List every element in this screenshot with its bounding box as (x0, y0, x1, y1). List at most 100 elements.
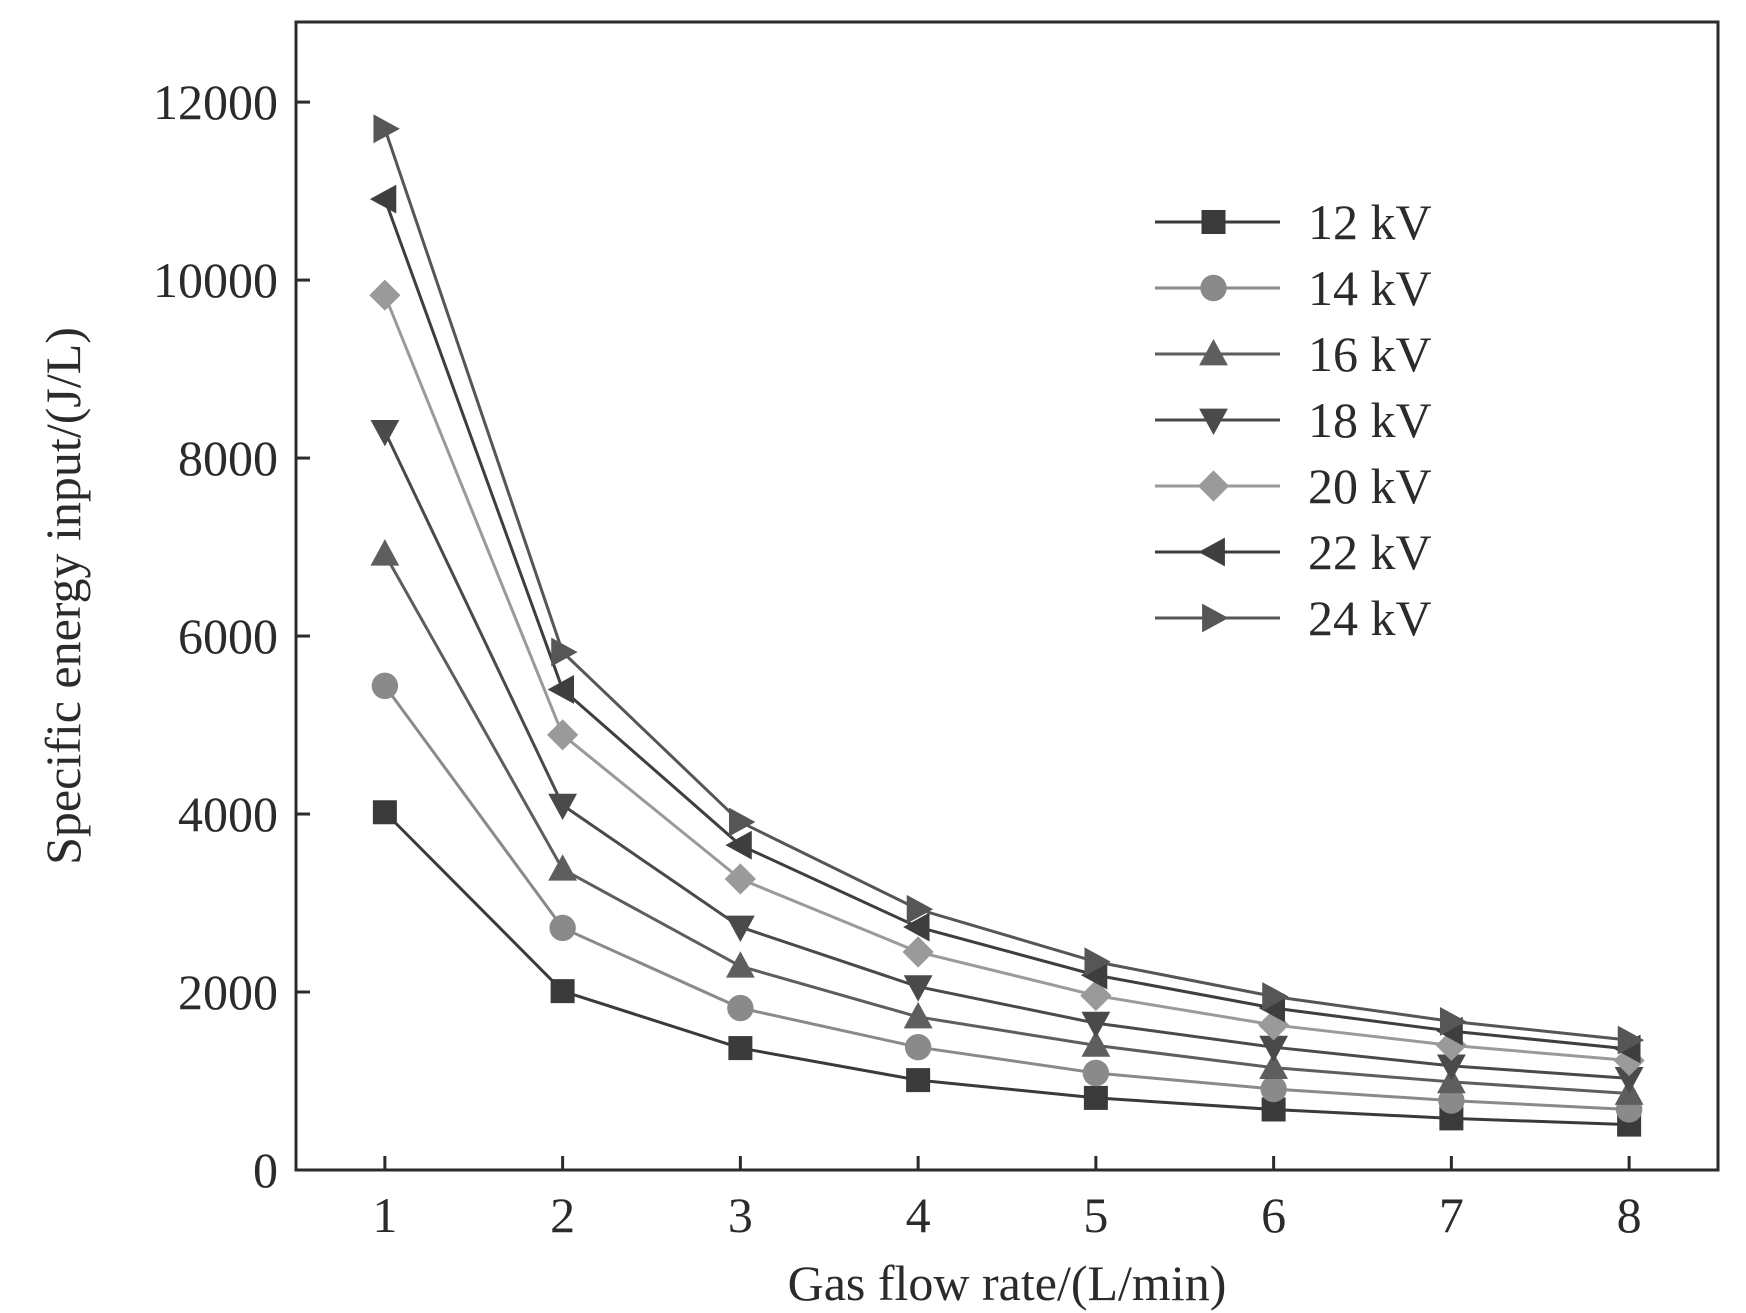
data-point (904, 1033, 932, 1061)
series-line (383, 198, 1630, 1051)
legend-marker (1201, 210, 1226, 234)
legend: 12 kV 14 kV 16 kV 18 kV 20 kV 22 kV 24 kV (1155, 194, 1432, 646)
series-line (383, 684, 1630, 1111)
data-point (903, 975, 933, 1002)
legend-item: 24 kV (1155, 590, 1432, 646)
legend-marker (1202, 603, 1229, 633)
series-line (383, 811, 1630, 1127)
data-point (372, 800, 397, 825)
data-point (1080, 960, 1108, 990)
series-24-kv (373, 114, 1645, 1055)
y-tick-label: 6000 (178, 608, 278, 664)
data-point (1258, 1009, 1290, 1041)
data-point (724, 863, 756, 895)
legend-label: 20 kV (1308, 458, 1432, 514)
x-tick-label: 2 (550, 1187, 575, 1243)
data-point (1438, 1087, 1465, 1114)
data-point (550, 979, 575, 1004)
data-point (728, 1036, 753, 1061)
data-point (549, 914, 576, 942)
x-tick-label: 7 (1439, 1187, 1464, 1243)
y-tick-label: 8000 (178, 430, 278, 486)
y-axis-label: Specific energy input/(J/L) (35, 327, 91, 865)
data-point (1614, 1066, 1644, 1094)
data-point (1435, 1029, 1467, 1062)
data-point (725, 915, 755, 943)
legend-label: 22 kV (1308, 524, 1432, 580)
legend-marker (1200, 274, 1227, 302)
series-layer (369, 114, 1645, 1137)
data-point (906, 894, 934, 924)
legend-label: 14 kV (1308, 260, 1432, 316)
data-point (725, 951, 755, 978)
data-point (369, 279, 401, 311)
axis-tick-labels: 1 2 3 4 5 6 7 8 0 2000 4000 6000 8000 10000 12000 (153, 74, 1642, 1243)
data-point (373, 114, 400, 144)
data-point (727, 994, 754, 1022)
data-point (1260, 1075, 1287, 1103)
legend-label: 12 kV (1308, 194, 1432, 250)
data-point (1081, 1011, 1111, 1039)
data-point (1081, 1030, 1111, 1057)
y-tick-label: 4000 (178, 786, 278, 842)
data-point (903, 912, 930, 942)
data-point (1084, 947, 1111, 977)
data-point (1617, 1025, 1645, 1055)
x-tick-label: 6 (1261, 1187, 1286, 1243)
x-tick-label: 1 (372, 1187, 397, 1243)
axis-ticks (296, 100, 1631, 1172)
x-tick-label: 4 (906, 1187, 931, 1243)
series-18-kv (370, 419, 1644, 1094)
data-point (1259, 1052, 1289, 1080)
series-line (383, 553, 1630, 1095)
y-tick-label: 2000 (178, 964, 278, 1020)
data-point (370, 419, 400, 447)
data-point (547, 719, 579, 751)
legend-item: 14 kV (1155, 260, 1432, 316)
legend-item: 12 kV (1155, 194, 1432, 250)
x-tick-label: 3 (728, 1187, 753, 1243)
data-point (370, 539, 400, 566)
legend-item: 18 kV (1155, 392, 1432, 448)
y-tick-label: 0 (253, 1142, 278, 1198)
data-point (1080, 979, 1112, 1012)
data-point (902, 936, 934, 968)
x-tick-label: 8 (1617, 1187, 1642, 1243)
legend-item: 16 kV (1155, 326, 1432, 382)
data-point (725, 830, 752, 860)
data-point (548, 793, 578, 821)
plot-frame (294, 20, 1720, 1172)
x-axis-label: Gas flow rate/(L/min) (788, 1255, 1227, 1311)
series-20-kv (369, 279, 1645, 1077)
legend-marker (1198, 537, 1225, 567)
data-point (1439, 1006, 1467, 1036)
legend-label: 24 kV (1308, 590, 1432, 646)
legend-marker (1197, 470, 1230, 502)
data-point (906, 1068, 931, 1093)
data-point (547, 675, 575, 704)
data-point (1082, 1059, 1110, 1087)
legend-marker (1199, 339, 1228, 366)
legend-item: 20 kV (1155, 458, 1432, 514)
data-point (1436, 1054, 1466, 1081)
data-point (551, 637, 578, 667)
data-point (1613, 1044, 1645, 1077)
legend-item: 22 kV (1155, 524, 1432, 580)
data-point (369, 184, 397, 214)
data-point (903, 1001, 933, 1029)
legend-marker (1199, 408, 1228, 435)
y-tick-label: 10000 (153, 252, 278, 308)
series-line (383, 430, 1630, 1080)
data-point (1083, 1085, 1108, 1110)
data-point (548, 854, 578, 881)
y-tick-label: 12000 (153, 74, 278, 130)
series-line (383, 128, 1630, 1042)
series-line (383, 294, 1630, 1063)
legend-label: 16 kV (1308, 326, 1432, 382)
data-point (371, 672, 399, 700)
x-tick-label: 5 (1083, 1187, 1108, 1243)
data-point (1259, 1035, 1289, 1063)
data-point (728, 807, 756, 837)
data-point (1262, 982, 1289, 1011)
